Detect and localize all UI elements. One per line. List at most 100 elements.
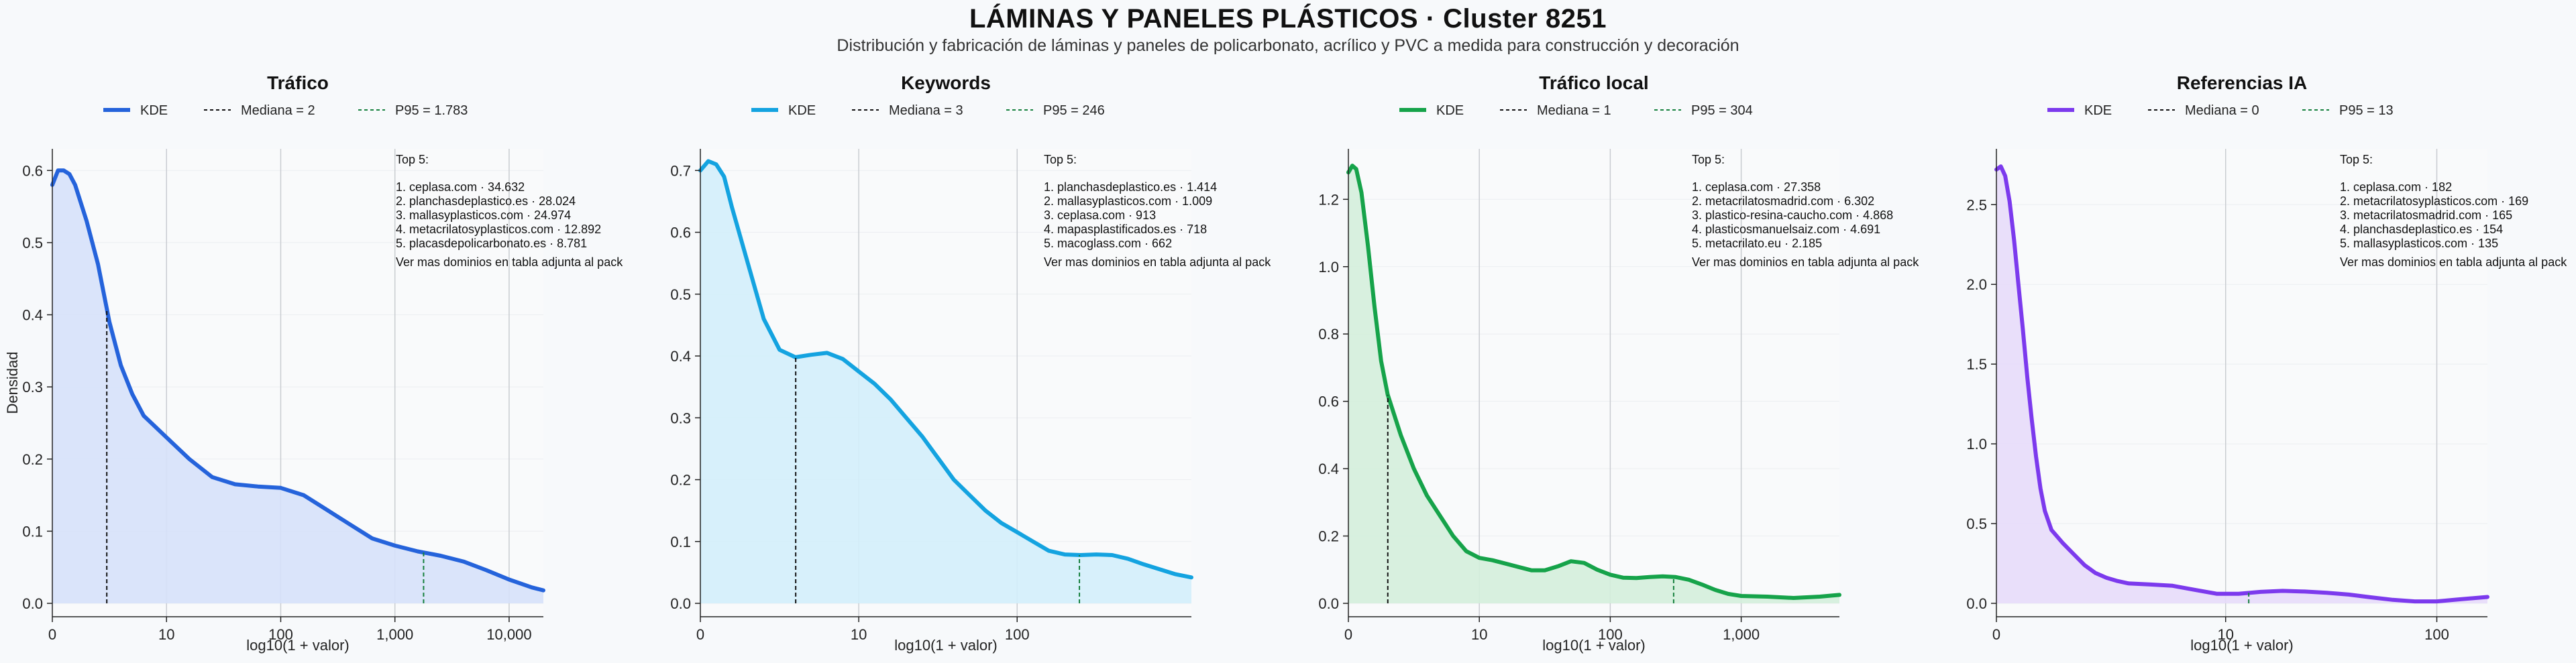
top5-item: 1. ceplasa.com · 34.632	[396, 180, 525, 194]
x-tick-label: 10	[158, 626, 174, 643]
top5-item: 1. planchasdeplastico.es · 1.414	[1044, 180, 1217, 194]
panel-title: Keywords	[901, 72, 991, 93]
x-tick-label: 0	[696, 626, 704, 643]
y-tick-label: 0.2	[1318, 528, 1339, 545]
y-axis-label: Densidad	[4, 352, 21, 414]
y-tick-label: 1.0	[1318, 259, 1339, 276]
panel-title: Tráfico local	[1539, 72, 1648, 93]
top5-item: 1. ceplasa.com · 27.358	[1692, 180, 1821, 194]
top5-annotation: Top 5: 1. planchasdeplastico.es · 1.4142.…	[1044, 153, 1271, 269]
figure-subtitle: Distribución y fabricación de láminas y …	[837, 36, 1739, 55]
top5-item: 4. metacrilatosyplasticos.com · 12.892	[396, 223, 601, 236]
y-tick-label: 0.6	[670, 225, 691, 241]
panel-title: Tráfico	[267, 72, 329, 93]
kde-area	[1348, 166, 1839, 604]
y-tick-label: 2.0	[1966, 276, 1987, 293]
y-tick-label: 1.5	[1966, 356, 1987, 373]
chart-panel-4: Referencias IA KDE Mediana = 0 P95 = 13 0.0 0…	[1966, 72, 2567, 654]
y-tick-label: 0.0	[670, 595, 691, 612]
y-tick-label: 0.4	[1318, 461, 1339, 477]
more-domains-note: Ver mas dominios en tabla adjunta al pac…	[396, 255, 623, 269]
y-tick-label: 0.4	[670, 348, 691, 365]
x-tick-label: 100	[1598, 626, 1623, 643]
top5-item: 5. macoglass.com · 662	[1044, 237, 1172, 250]
top5-item: 3. mallasyplasticos.com · 24.974	[396, 208, 571, 222]
y-tick-label: 0.3	[22, 379, 43, 396]
x-tick-label: 10	[851, 626, 867, 643]
top5-item: 4. planchasdeplastico.es · 154	[2340, 223, 2503, 236]
x-tick-label: 100	[268, 626, 293, 643]
y-tick-label: 0.5	[670, 286, 691, 303]
more-domains-note: Ver mas dominios en tabla adjunta al pac…	[1692, 255, 1919, 269]
y-tick-label: 0.1	[22, 523, 43, 540]
top5-item: 3. metacrilatosmadrid.com · 165	[2340, 208, 2512, 222]
plot-area	[1996, 149, 2487, 617]
y-tick-label: 0.2	[22, 451, 43, 468]
x-tick-label: 100	[1005, 626, 1030, 643]
top5-item: 4. mapasplastificados.es · 718	[1044, 223, 1207, 236]
y-tick-label: 0.5	[1966, 516, 1987, 532]
top5-item: 5. placasdepolicarbonato.es · 8.781	[396, 237, 587, 250]
top5-item: 2. planchasdeplastico.es · 28.024	[396, 194, 576, 208]
legend: KDE Mediana = 1 P95 = 304	[1399, 103, 1753, 118]
top5-item: 2. mallasyplasticos.com · 1.009	[1044, 194, 1212, 208]
panel-title: Referencias IA	[2177, 72, 2308, 93]
legend-p95-label: P95 = 13	[2339, 103, 2394, 118]
y-tick-label: 0.0	[22, 595, 43, 612]
y-tick-label: 0.4	[22, 307, 43, 324]
x-tick-label: 10,000	[486, 626, 531, 643]
top5-item: 4. plasticosmanuelsaiz.com · 4.691	[1692, 223, 1880, 236]
legend: KDE Mediana = 2 P95 = 1.783	[103, 103, 468, 118]
legend-kde-label: KDE	[140, 103, 168, 118]
y-tick-label: 0.6	[22, 162, 43, 179]
y-tick-label: 0.2	[670, 472, 691, 489]
top5-title: Top 5:	[1692, 153, 1725, 166]
legend-median-label: Mediana = 0	[2185, 103, 2259, 118]
top5-item: 2. metacrilatosyplasticos.com · 169	[2340, 194, 2528, 208]
legend-p95-label: P95 = 304	[1691, 103, 1753, 118]
y-tick-label: 0.3	[670, 410, 691, 426]
y-tick-label: 0.5	[22, 235, 43, 251]
top5-item: 3. ceplasa.com · 913	[1044, 208, 1156, 222]
kde-line	[1346, 164, 1841, 600]
x-tick-label: 1,000	[1723, 626, 1760, 643]
y-tick-label: 0.0	[1318, 595, 1339, 612]
top5-title: Top 5:	[396, 153, 429, 166]
more-domains-note: Ver mas dominios en tabla adjunta al pac…	[2340, 255, 2567, 269]
legend-median-label: Mediana = 2	[241, 103, 315, 118]
x-tick-label: 1,000	[376, 626, 413, 643]
chart-panel-3: Tráfico local KDE Mediana = 1 P95 = 304 0.0 0…	[1318, 72, 1919, 654]
kde-line	[50, 168, 545, 593]
top5-item: 2. metacrilatosmadrid.com · 6.302	[1692, 194, 1874, 208]
legend-median-label: Mediana = 1	[1537, 103, 1611, 118]
y-tick-label: 0.7	[670, 162, 691, 179]
kde-line	[1994, 164, 2489, 604]
y-tick-label: 0.8	[1318, 326, 1339, 343]
x-tick-label: 0	[1992, 626, 2000, 643]
y-tick-label: 0.6	[1318, 394, 1339, 410]
top5-item: 5. metacrilato.eu · 2.185	[1692, 237, 1822, 250]
x-axis-label: log10(1 + valor)	[2190, 637, 2293, 654]
top5-item: 3. plastico-resina-caucho.com · 4.868	[1692, 208, 1893, 222]
legend-kde-label: KDE	[788, 103, 816, 118]
y-tick-label: 0.0	[1966, 595, 1987, 612]
y-tick-label: 1.2	[1318, 191, 1339, 208]
x-tick-label: 10	[2217, 626, 2233, 643]
x-axis-label: log10(1 + valor)	[894, 637, 997, 654]
legend-p95-label: P95 = 1.783	[395, 103, 468, 118]
top5-item: 5. mallasyplasticos.com · 135	[2340, 237, 2498, 250]
legend-p95-label: P95 = 246	[1043, 103, 1105, 118]
legend-median-label: Mediana = 3	[889, 103, 963, 118]
legend-kde-label: KDE	[1436, 103, 1464, 118]
x-tick-label: 10	[1471, 626, 1487, 643]
more-domains-note: Ver mas dominios en tabla adjunta al pac…	[1044, 255, 1271, 269]
top5-item: 1. ceplasa.com · 182	[2340, 180, 2452, 194]
x-tick-label: 0	[48, 626, 56, 643]
top5-title: Top 5:	[1044, 153, 1077, 166]
x-tick-label: 0	[1344, 626, 1352, 643]
y-tick-label: 0.1	[670, 534, 691, 550]
